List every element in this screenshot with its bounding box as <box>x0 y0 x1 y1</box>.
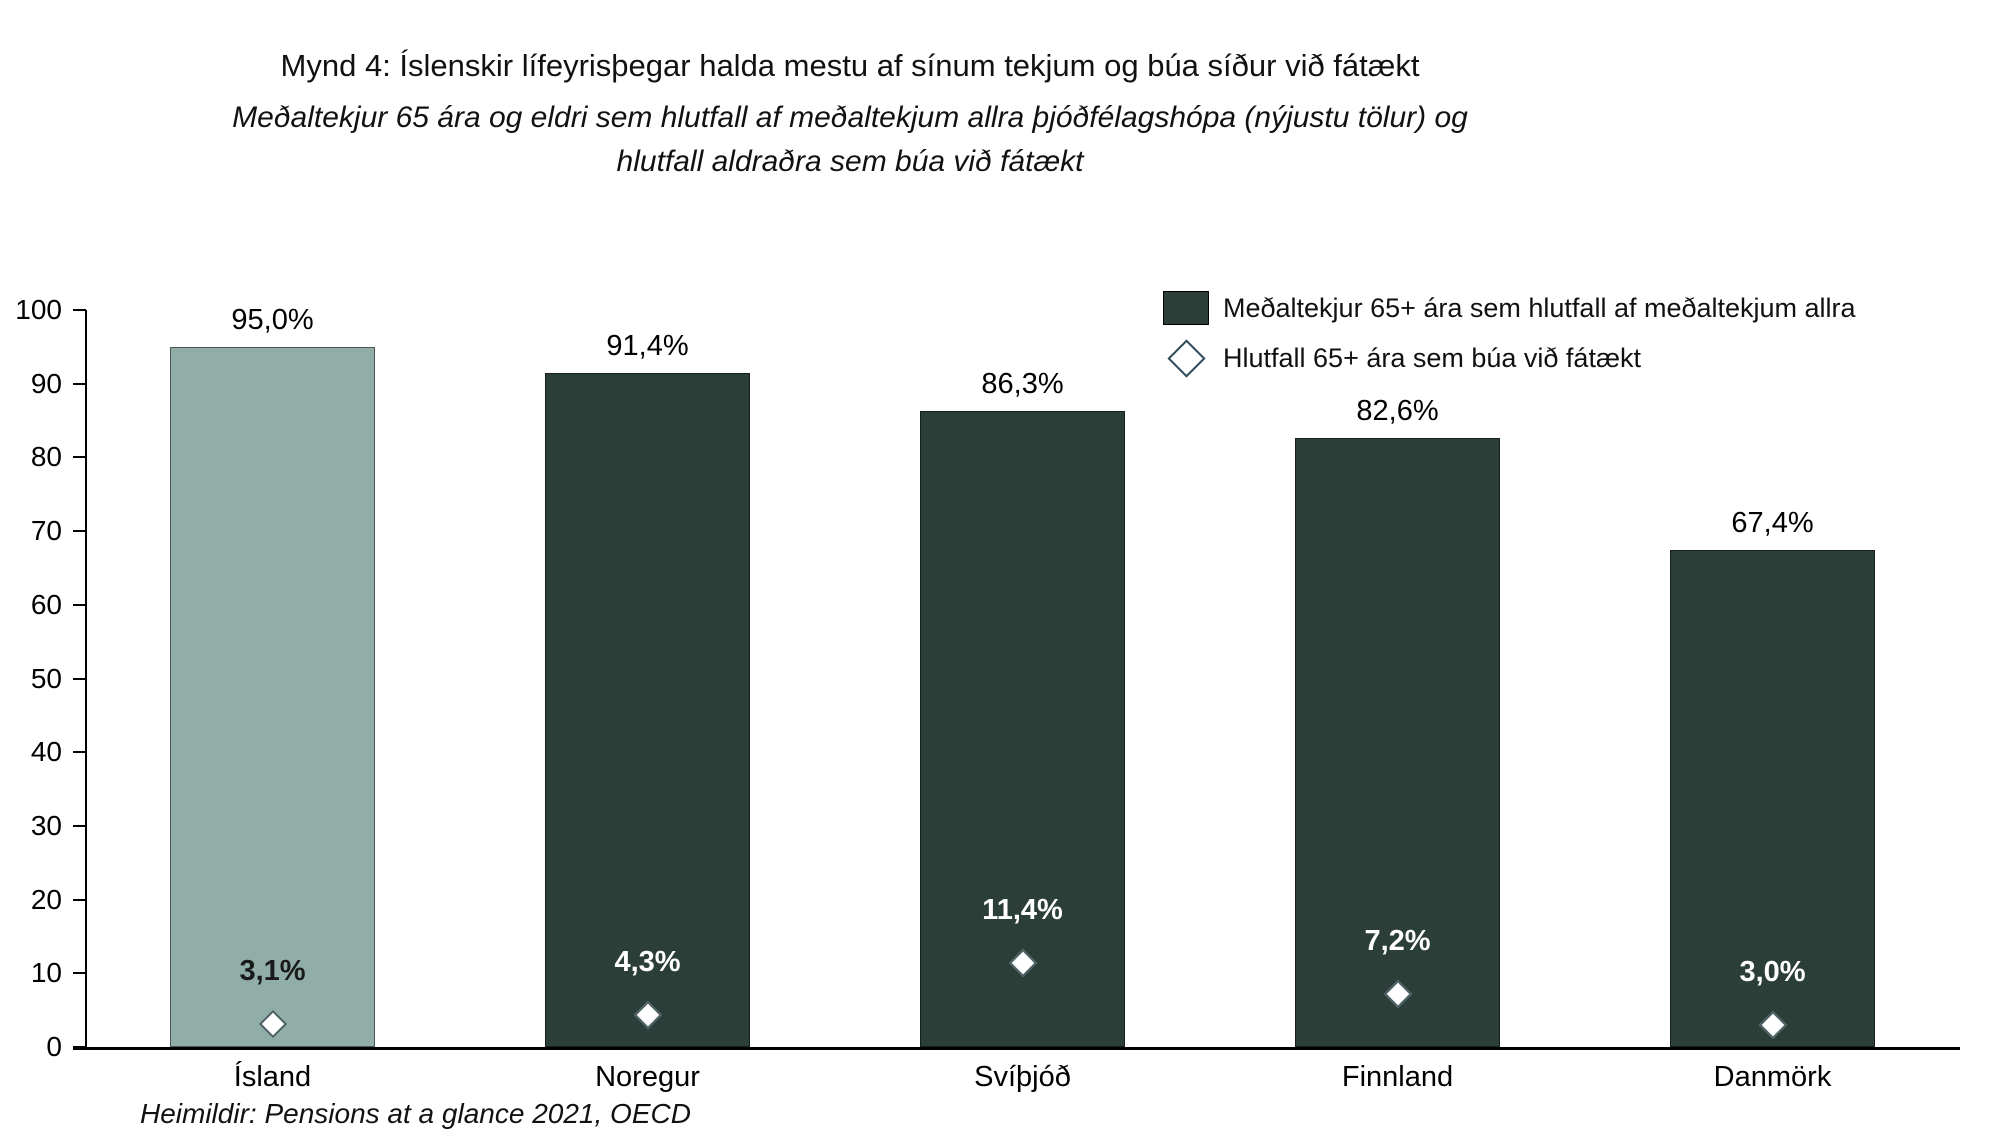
bar-0 <box>170 346 375 1047</box>
y-tick-label: 80 <box>30 441 62 473</box>
y-tick-label: 30 <box>30 809 62 841</box>
x-category-label: Danmörk <box>1713 1061 1832 1093</box>
y-tick-mark <box>73 1046 86 1048</box>
y-tick-mark <box>73 972 86 975</box>
bar-2 <box>920 410 1125 1047</box>
y-tick-mark <box>73 824 86 827</box>
x-category-label: Noregur <box>595 1061 700 1093</box>
y-tick-label: 90 <box>30 367 62 399</box>
bar-value-label: 95,0% <box>231 303 314 336</box>
y-tick-label: 0 <box>46 1031 62 1062</box>
y-tick-mark <box>73 898 86 901</box>
y-tick-mark <box>73 530 86 533</box>
bar-value-label: 91,4% <box>606 330 689 363</box>
bar-value-label: 82,6% <box>1356 395 1439 428</box>
y-tick-label: 40 <box>30 736 62 768</box>
legend-item-markers: Hlutfall 65+ ára sem búa við fátækt <box>1163 336 1856 380</box>
legend-item-bars: Meðaltekjur 65+ ára sem hlutfall af meða… <box>1163 286 1856 330</box>
bar-3 <box>1295 438 1500 1047</box>
chart-title: Mynd 4: Íslenskir lífeyrisþegar halda me… <box>280 48 1420 83</box>
x-category-label: Svíþjóð <box>974 1061 1071 1093</box>
y-tick-label: 50 <box>30 662 62 694</box>
chart-subtitle: Meðaltekjur 65 ára og eldri sem hlutfall… <box>232 101 1468 178</box>
marker-value-label: 3,0% <box>1739 955 1806 988</box>
bar-1 <box>545 373 750 1047</box>
legend: Meðaltekjur 65+ ára sem hlutfall af meða… <box>1163 286 1856 380</box>
x-axis-line <box>73 1047 1960 1050</box>
source-note: Heimildir: Pensions at a glance 2021, OE… <box>140 1098 691 1129</box>
x-category-label: Finnland <box>1341 1061 1454 1093</box>
y-tick-label: 20 <box>30 883 62 915</box>
y-tick-label: 100 <box>15 294 62 325</box>
marker-value-label: 11,4% <box>982 893 1063 926</box>
bar-value-label: 67,4% <box>1731 507 1814 540</box>
legend-bar-label: Meðaltekjur 65+ ára sem hlutfall af meða… <box>1223 292 1856 323</box>
y-tick-mark <box>73 751 86 754</box>
y-tick-label: 10 <box>30 957 62 989</box>
y-tick-mark <box>73 309 86 311</box>
y-tick-mark <box>73 603 86 606</box>
bar-value-label: 86,3% <box>981 367 1064 400</box>
legend-marker-label: Hlutfall 65+ ára sem búa við fátækt <box>1223 342 1641 373</box>
y-tick-mark <box>73 677 86 680</box>
marker-value-label: 4,3% <box>614 946 681 979</box>
marker-value-label: 7,2% <box>1364 924 1431 957</box>
bar-4 <box>1670 550 1875 1047</box>
x-category-label: Ísland <box>233 1061 312 1093</box>
legend-bar-swatch-icon <box>1163 291 1209 325</box>
y-tick-label: 60 <box>30 588 62 620</box>
y-axis-line <box>85 310 87 1049</box>
y-tick-mark <box>73 456 86 459</box>
marker-value-label: 3,1% <box>239 955 306 988</box>
y-tick-mark <box>73 382 86 385</box>
y-tick-label: 70 <box>30 515 62 547</box>
